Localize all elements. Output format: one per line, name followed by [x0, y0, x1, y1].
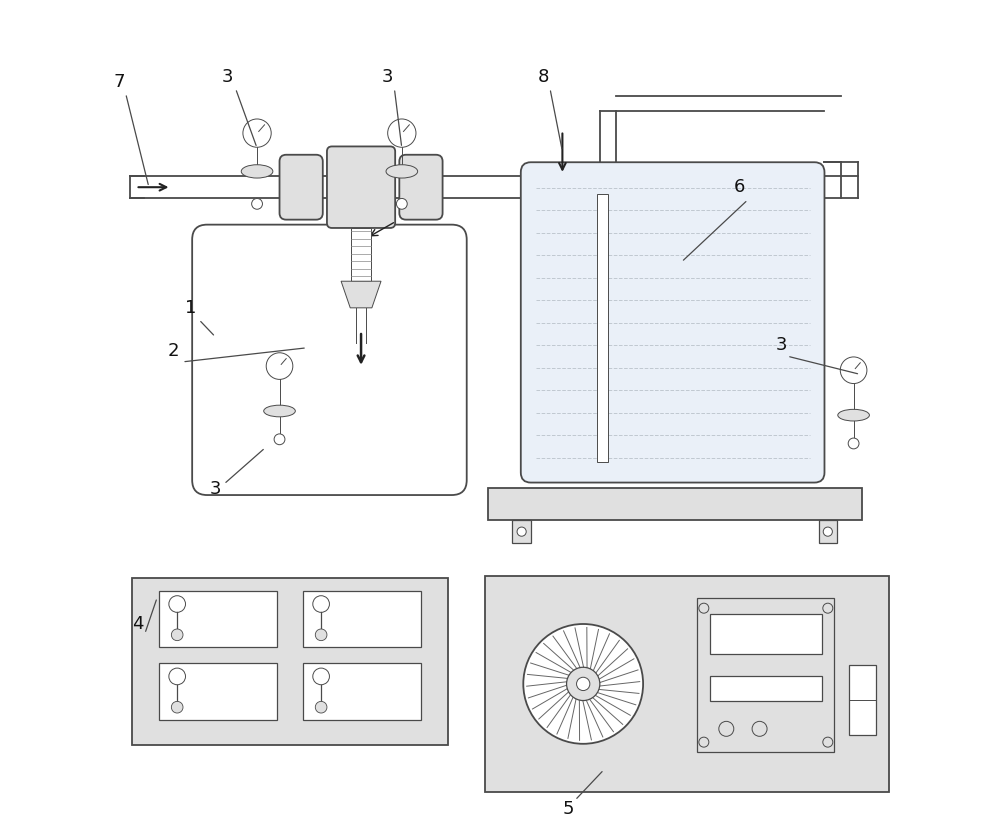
Bar — [597, 194, 608, 462]
FancyBboxPatch shape — [192, 225, 467, 495]
Circle shape — [252, 198, 262, 210]
Text: 7: 7 — [113, 72, 125, 91]
Circle shape — [315, 701, 327, 713]
Text: 3: 3 — [382, 67, 393, 86]
Text: 3: 3 — [221, 67, 233, 86]
Circle shape — [567, 667, 600, 701]
Text: 6: 6 — [734, 178, 745, 196]
Text: 3: 3 — [775, 336, 787, 354]
Circle shape — [396, 198, 407, 210]
Circle shape — [266, 353, 293, 379]
Circle shape — [823, 603, 833, 613]
Circle shape — [313, 668, 329, 685]
Circle shape — [243, 119, 271, 147]
Bar — [303, 591, 421, 647]
Bar — [351, 228, 371, 281]
Ellipse shape — [386, 165, 418, 178]
Bar — [512, 520, 531, 543]
Circle shape — [719, 721, 734, 736]
Circle shape — [823, 737, 833, 747]
Text: 4: 4 — [132, 615, 144, 633]
Circle shape — [840, 357, 867, 384]
Text: 8: 8 — [538, 67, 549, 86]
Text: 1: 1 — [185, 299, 196, 317]
Circle shape — [848, 438, 859, 449]
Ellipse shape — [241, 165, 273, 178]
FancyBboxPatch shape — [280, 155, 323, 220]
Bar — [485, 576, 889, 792]
Bar — [819, 520, 837, 543]
Bar — [849, 665, 876, 735]
Circle shape — [523, 624, 643, 744]
Circle shape — [313, 596, 329, 612]
Bar — [159, 591, 277, 647]
Bar — [697, 598, 834, 752]
FancyBboxPatch shape — [327, 146, 395, 228]
Circle shape — [752, 721, 767, 736]
Circle shape — [517, 527, 526, 537]
Ellipse shape — [838, 409, 869, 421]
Bar — [488, 488, 862, 520]
Text: 5: 5 — [562, 800, 574, 818]
Circle shape — [823, 527, 832, 537]
Ellipse shape — [264, 405, 295, 417]
Bar — [159, 663, 277, 720]
Circle shape — [169, 596, 186, 612]
Bar — [710, 676, 822, 701]
Circle shape — [577, 677, 590, 691]
Circle shape — [699, 737, 709, 747]
Circle shape — [171, 701, 183, 713]
Circle shape — [171, 629, 183, 641]
Circle shape — [169, 668, 186, 685]
FancyBboxPatch shape — [521, 162, 824, 483]
Bar — [710, 614, 822, 654]
FancyBboxPatch shape — [399, 155, 443, 220]
Bar — [303, 663, 421, 720]
Circle shape — [274, 434, 285, 444]
Polygon shape — [341, 281, 381, 308]
Circle shape — [315, 629, 327, 641]
Text: 2: 2 — [168, 342, 180, 360]
Text: 3: 3 — [210, 480, 221, 498]
Circle shape — [388, 119, 416, 147]
Bar — [132, 578, 448, 745]
Circle shape — [699, 603, 709, 613]
